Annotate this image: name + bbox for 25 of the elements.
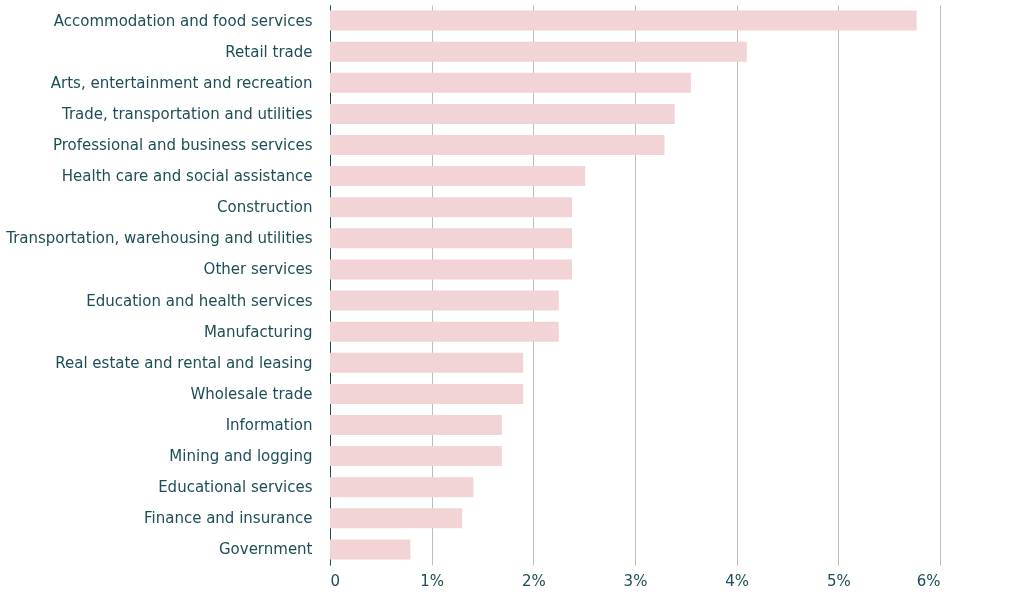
x-tick-label: 2%: [521, 571, 546, 590]
y-tick-label: Accommodation and food services: [53, 11, 313, 30]
x-tick-label: 3%: [623, 571, 648, 590]
y-tick-label: Professional and business services: [52, 136, 313, 154]
y-tick-label: Retail trade: [225, 42, 313, 61]
y-tick-label: Wholesale trade: [190, 384, 313, 403]
y-tick-label: Other services: [203, 260, 313, 279]
x-tick-label: 1%: [420, 571, 445, 590]
x-tick-label: 4%: [725, 571, 750, 590]
y-tick-label: Construction: [216, 198, 313, 217]
y-tick-label: Trade, transportation and utilities: [60, 104, 313, 123]
y-tick-label: Health care and social assistance: [61, 167, 313, 186]
x-tick-label: 6%: [916, 571, 941, 590]
y-tick-label: Educational services: [158, 478, 313, 497]
y-tick-label: Arts, entertainment and recreation: [50, 73, 313, 92]
y-tick-label: Transportation, warehousing and utilities: [5, 229, 313, 248]
y-tick-label: Mining and logging: [169, 447, 313, 466]
y-tick-label: Information: [225, 416, 313, 434]
y-tick-label: Government: [218, 540, 313, 559]
y-tick-label: Finance and insurance: [144, 509, 313, 528]
y-tick-label: Education and health services: [86, 291, 313, 310]
y-tick-label: Real estate and rental and leasing: [55, 353, 313, 372]
y-tick-label: Manufacturing: [203, 322, 313, 341]
x-tick-label: 5%: [826, 571, 851, 590]
x-tick-label: 0: [330, 571, 341, 590]
